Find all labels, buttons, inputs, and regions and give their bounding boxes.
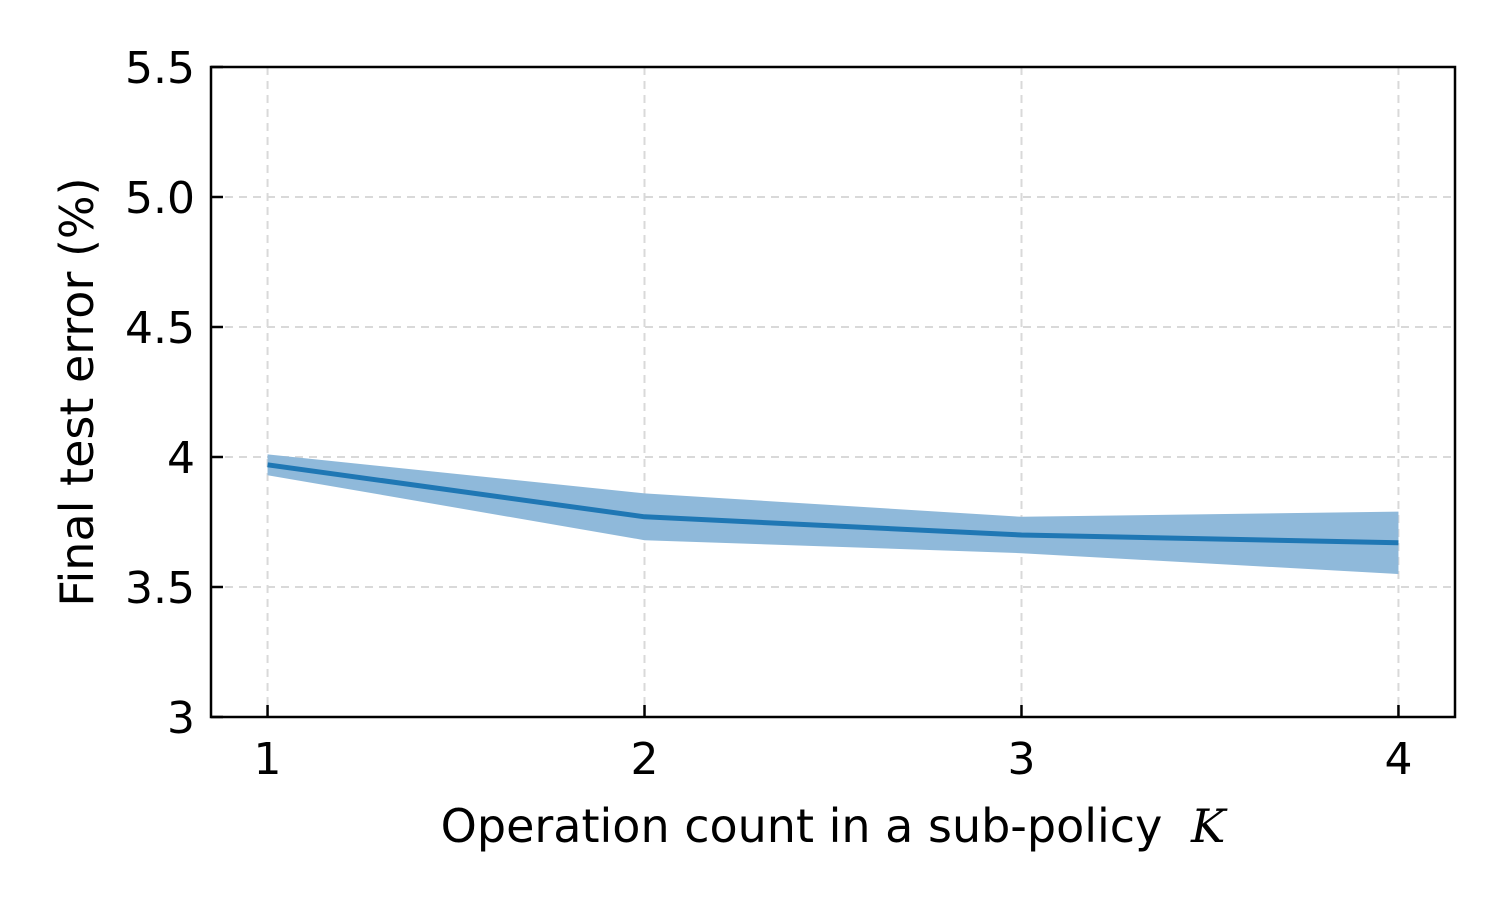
x-tick-labels: 1 2 3 4 [254, 734, 1413, 785]
x-axis-title: Operation count in a sub-policy K [441, 799, 1228, 853]
x-axis-title-text: Operation count in a sub-policy [441, 799, 1163, 853]
series-line-1 [267, 462, 1399, 546]
plot-frame [209, 65, 1457, 719]
confidence-band-1 [267, 454, 1399, 574]
y-tick-label-3: 4 [167, 433, 195, 484]
tick-marks [211, 65, 1400, 719]
x-axis-title-variable: K [1190, 799, 1228, 853]
grid [211, 66, 1455, 718]
y-tick-label-5: 5.0 [125, 173, 195, 224]
y-tick-labels: 3 3.5 4 4.5 5.0 5.5 [125, 43, 195, 744]
x-tick-label-3: 3 [1007, 734, 1035, 785]
confidence-band-layer [267, 454, 1399, 574]
x-tick-label-1: 1 [254, 734, 282, 785]
x-tick-label-4: 4 [1384, 734, 1412, 785]
y-tick-label-2: 3.5 [125, 563, 195, 614]
y-tick-label-4: 4.5 [125, 303, 195, 354]
series-line-layer [267, 462, 1399, 546]
y-tick-label-1: 3 [167, 693, 195, 744]
y-axis-title: Final test error (%) [50, 177, 104, 606]
y-tick-label-6: 5.5 [125, 43, 195, 94]
x-tick-label-2: 2 [631, 734, 659, 785]
